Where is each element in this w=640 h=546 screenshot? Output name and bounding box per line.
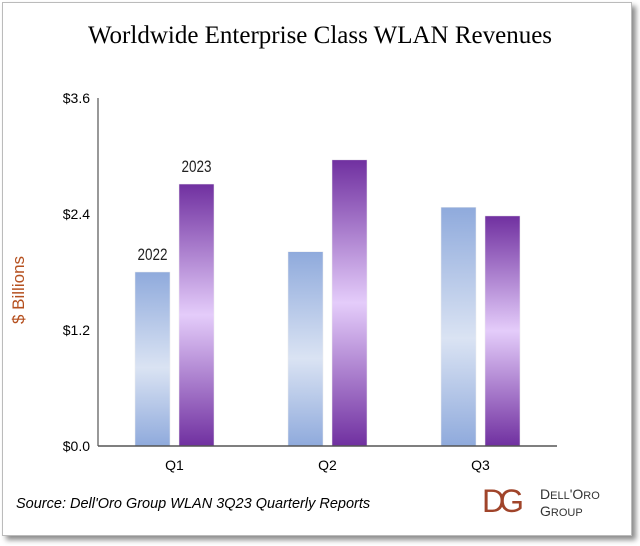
x-tick-label: Q1 <box>165 457 184 473</box>
chart-title: Worldwide Enterprise Class WLAN Revenues <box>87 22 553 49</box>
bar-2023-Q3 <box>484 215 521 447</box>
y-tick-label: $3.6 <box>63 90 90 106</box>
y-tick-label: $2.4 <box>63 206 90 222</box>
dell-oro-logo: DG DELL'ORO GROUP <box>482 483 600 519</box>
bar-2022-Q2 <box>287 251 324 447</box>
y-axis-label: $ Billions <box>9 256 28 324</box>
bar-2023-Q2 <box>331 159 368 447</box>
bar-2022-Q1 <box>134 271 171 447</box>
svg-text:DG: DG <box>482 483 522 519</box>
svg-text:GROUP: GROUP <box>540 503 583 519</box>
y-tick-label: $0.0 <box>63 438 90 454</box>
series-label-2022: 2022 <box>138 245 168 264</box>
bar-2023-Q1 <box>178 183 215 447</box>
series-label-2023: 2023 <box>182 157 212 176</box>
svg-text:DELL'ORO: DELL'ORO <box>540 486 600 502</box>
bar-2022-Q3 <box>440 206 477 447</box>
x-tick-label: Q3 <box>471 457 490 473</box>
x-tick-label: Q2 <box>318 457 337 473</box>
y-tick-label: $1.2 <box>63 322 90 338</box>
source-note: Source: Dell'Oro Group WLAN 3Q23 Quarter… <box>16 496 371 512</box>
